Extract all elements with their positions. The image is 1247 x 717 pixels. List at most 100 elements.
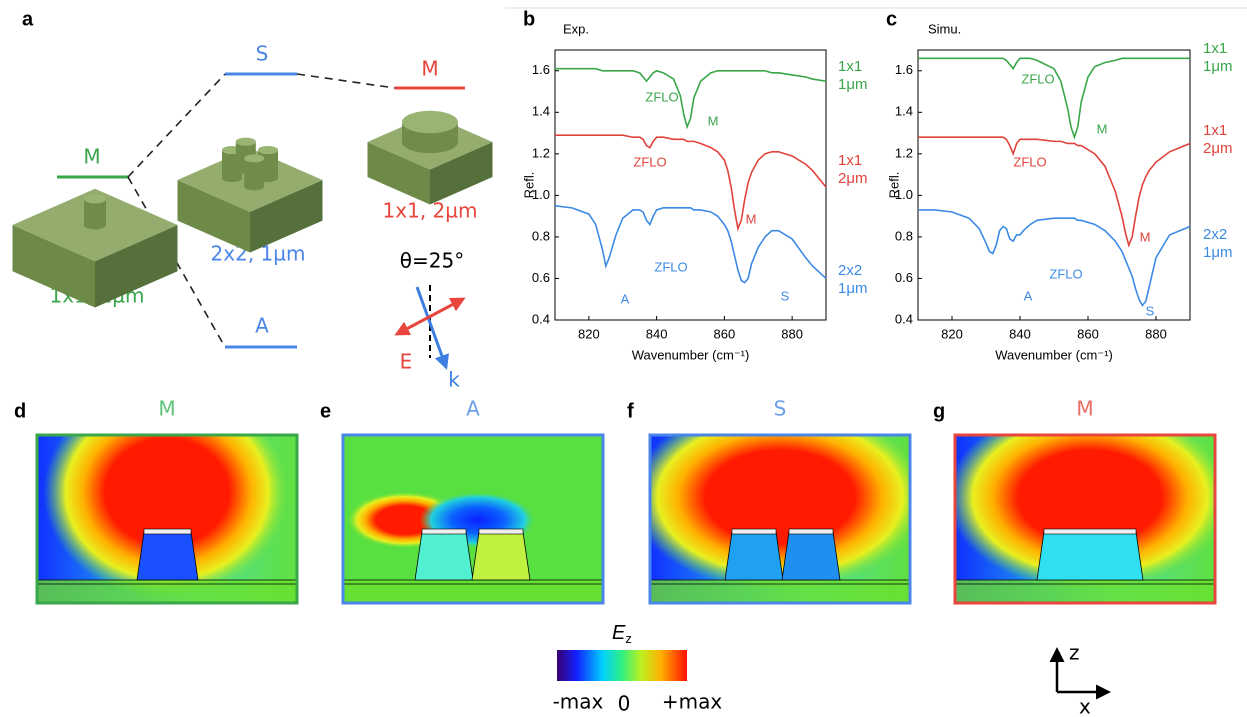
connector (297, 74, 395, 88)
series-line (555, 135, 826, 228)
y-tick-label: 1.4 (895, 104, 913, 119)
annotation: M (708, 113, 719, 128)
e-label: E (400, 350, 413, 374)
pillar-cap (789, 529, 833, 534)
x-tick-label: 820 (941, 326, 963, 341)
annotation: S (1146, 303, 1155, 318)
annotation: ZFLO (1021, 71, 1054, 86)
y-tick-label: 0.8 (895, 228, 913, 243)
level-label: A (255, 314, 269, 338)
annotation: S (781, 288, 790, 303)
pillar-cap (1044, 529, 1136, 534)
x-tick-label: 860 (714, 326, 736, 341)
field-title: A (466, 397, 480, 421)
panel-letter: f (627, 400, 634, 422)
series-label: 1x1 1μm (838, 58, 872, 94)
pillar-top (402, 111, 458, 133)
field-title: M (1076, 397, 1093, 421)
pillar (137, 532, 198, 580)
y-tick-label: 1.6 (532, 62, 550, 77)
pillar (415, 532, 473, 580)
pillar (472, 532, 530, 580)
y-tick-label: 1.2 (532, 145, 550, 160)
annotation: ZFLO (1013, 154, 1046, 169)
y-tick-label: 0.4 (532, 311, 550, 326)
pillar (1037, 532, 1143, 580)
plot-frame (555, 50, 826, 320)
pillar-top (84, 195, 106, 204)
y-axis-label: Refl. (886, 172, 901, 199)
pillar-cap (144, 529, 191, 534)
level-label: M (421, 57, 438, 81)
pillar (782, 532, 840, 580)
pillar-top (236, 138, 256, 146)
pillar-top (244, 154, 264, 162)
k-label: k (448, 368, 460, 392)
panel-letter: e (320, 400, 331, 422)
series-label: 1x1 1μm (1203, 40, 1237, 76)
pillar (725, 532, 783, 580)
annotation: ZFLO (1049, 266, 1082, 281)
series-label: 1x1 2μm (1203, 122, 1237, 158)
x-tick-label: 840 (646, 326, 668, 341)
x-tick-label: 860 (1077, 326, 1099, 341)
field-title: M (158, 397, 175, 421)
panel-letter: b (523, 8, 535, 30)
x-axis-label: Wavenumber (cm⁻¹) (632, 347, 750, 362)
pillar-cap (732, 529, 776, 534)
substrate (37, 580, 297, 603)
annotation: ZFLO (654, 259, 687, 274)
pillar-structure (368, 111, 493, 205)
pillar-side (244, 158, 264, 190)
field-content (631, 403, 930, 603)
pillar-cap (479, 529, 523, 534)
chart-title: Simu. (928, 21, 961, 36)
series-line (555, 69, 826, 127)
substrate (650, 580, 910, 603)
series-line (918, 210, 1190, 306)
panel-letter: g (933, 400, 945, 422)
annotation: ZFLO (633, 154, 666, 169)
panel-letter: d (14, 400, 26, 422)
series-line (555, 206, 826, 283)
annotation: A (1024, 288, 1033, 303)
field-title: S (774, 397, 787, 421)
series-label: 2x2 1μm (1203, 226, 1237, 262)
series-line (918, 58, 1190, 137)
series-label: 1x1 2μm (838, 152, 872, 188)
pillar-structure (178, 138, 323, 253)
level-label: M (83, 145, 100, 169)
annotation: M (1097, 121, 1108, 136)
pillar-structure (13, 189, 178, 308)
chart-title: Exp. (563, 21, 589, 36)
energy-diagram: M S M A 1x1, 1µm 2x2, 1µm 1x1, 2µm θ=25°… (13, 42, 493, 392)
axis-label: z (1069, 641, 1080, 665)
pillar-side (84, 199, 106, 229)
y-axis-label: Refl. (521, 172, 536, 199)
angle-label: θ=25° (400, 249, 464, 273)
x-tick-label: 880 (1145, 326, 1167, 341)
panel-letter: c (886, 8, 897, 30)
field-map: S (631, 397, 930, 604)
axis-label: x (1079, 695, 1091, 717)
y-tick-label: 0.4 (895, 311, 913, 326)
y-tick-label: 0.6 (532, 270, 550, 285)
substrate (343, 580, 603, 603)
series-label: 2x2 1μm (838, 262, 872, 298)
x-tick-label: 820 (578, 326, 600, 341)
annotation: M (746, 211, 757, 226)
colorbar-label: -max (553, 690, 604, 714)
annotation: ZFLO (645, 89, 678, 104)
annotation: M (1140, 229, 1151, 244)
field-map: M (37, 385, 297, 603)
field-map: M (947, 397, 1233, 604)
level-label: S (256, 42, 269, 66)
connector (128, 74, 225, 177)
pillar-cap (422, 529, 466, 534)
y-tick-label: 1.4 (532, 104, 550, 119)
colorbar-label: +max (662, 690, 722, 714)
panel-letter: a (22, 8, 34, 30)
colorbar: Ez -max 0 +max (553, 622, 723, 715)
axes-icon: z x (1057, 641, 1108, 717)
